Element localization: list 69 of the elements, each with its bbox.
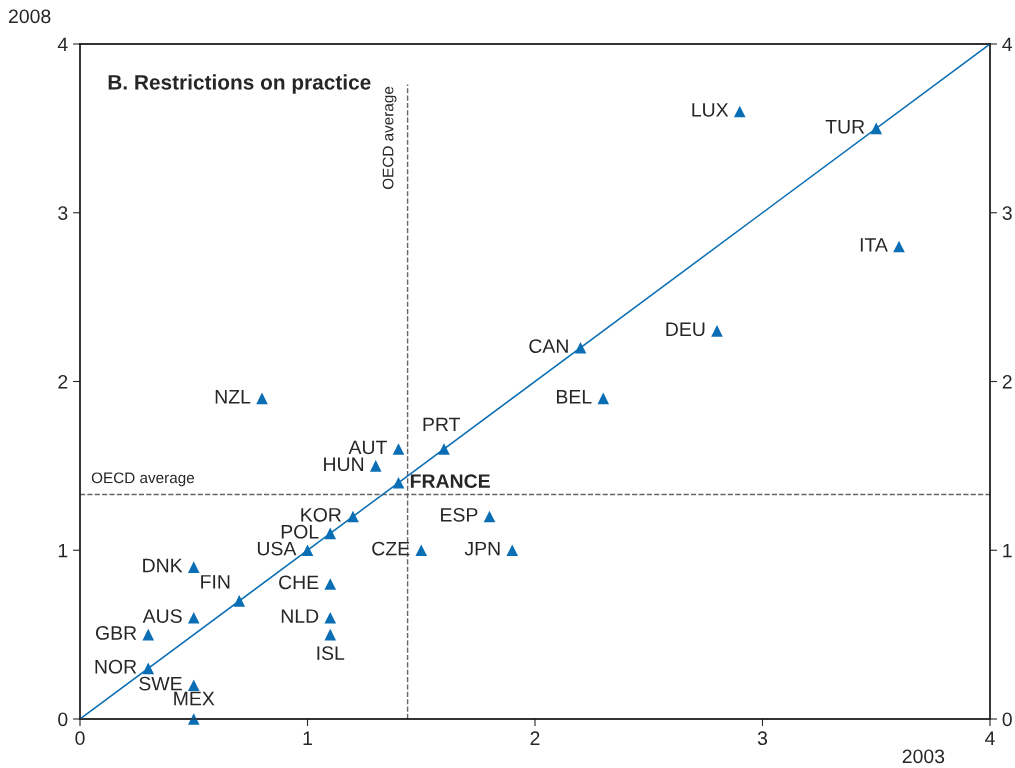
annotation: CZE [372,541,410,556]
point [324,628,337,641]
annotation: HUN [324,457,364,472]
point [392,443,405,455]
annotation: PRT [423,417,461,432]
annotation: KOR [301,507,341,522]
annotation: SWE [139,676,182,691]
point [142,628,155,641]
annotation: CHE [279,575,319,590]
y-tick-label: 3 [58,206,68,220]
point [506,544,519,557]
annotation: POL [281,524,319,539]
point [415,544,428,557]
x-axis-title: 2003 [902,749,945,764]
y-tick-label: 1 [58,543,68,558]
annotation: NOR [95,659,137,674]
x-tick-label: 1 [303,731,312,745]
point [438,443,450,455]
annotation: GBR [95,626,137,640]
annotation: DNK [143,558,183,573]
point [187,561,200,573]
point [187,611,200,624]
y-tick-label: 4 [57,37,68,52]
y2-tick-label: 4 [1002,37,1013,52]
annotation: USA [257,541,297,556]
annotation: AUS [142,609,182,623]
x-tick-label: 3 [757,731,768,746]
y-tick-label: 0 [58,712,68,727]
point [597,392,610,405]
annotation: BEL [556,390,592,404]
point [574,341,587,354]
annotation: ITA [860,238,888,252]
x-tick-label: 2 [530,731,540,745]
annotation: ISL [317,646,345,661]
annotation: JPN [464,541,500,556]
ref-line-label: OECD average [382,86,397,190]
y2-tick-label: 0 [1002,712,1012,727]
y2-tick-label: 3 [1002,206,1012,220]
annotation: NLD [281,609,319,623]
point [324,527,337,540]
point [870,122,883,135]
y-tick-label: 2 [58,374,68,389]
annotation: DEU [666,322,705,337]
point [324,578,337,590]
point [324,611,337,624]
annotation: ESP [441,507,478,522]
annotation: AUT [348,440,387,455]
point [483,510,496,523]
y2-tick-label: 1 [1003,543,1012,558]
point [369,460,382,472]
annotation: FIN [201,575,230,589]
text: B. Restrictions on practice [108,74,371,94]
point [233,595,246,607]
point [392,476,405,489]
annotation: NZL [215,390,251,404]
point [301,544,314,557]
annotation: FRANCE [410,474,490,488]
annotation: CAN [529,339,568,353]
ref-line-label: OECD average [91,472,195,487]
x-tick-label: 4 [985,731,995,745]
y-axis-title: 2008 [8,9,51,24]
point [733,105,746,118]
point [711,325,723,337]
y2-tick-label: 2 [1002,374,1012,389]
point [142,662,155,675]
annotation: MEX [174,691,215,706]
annotation: TUR [825,120,865,134]
annotation: LUX [692,103,729,117]
x-tick-label: 0 [75,731,85,746]
